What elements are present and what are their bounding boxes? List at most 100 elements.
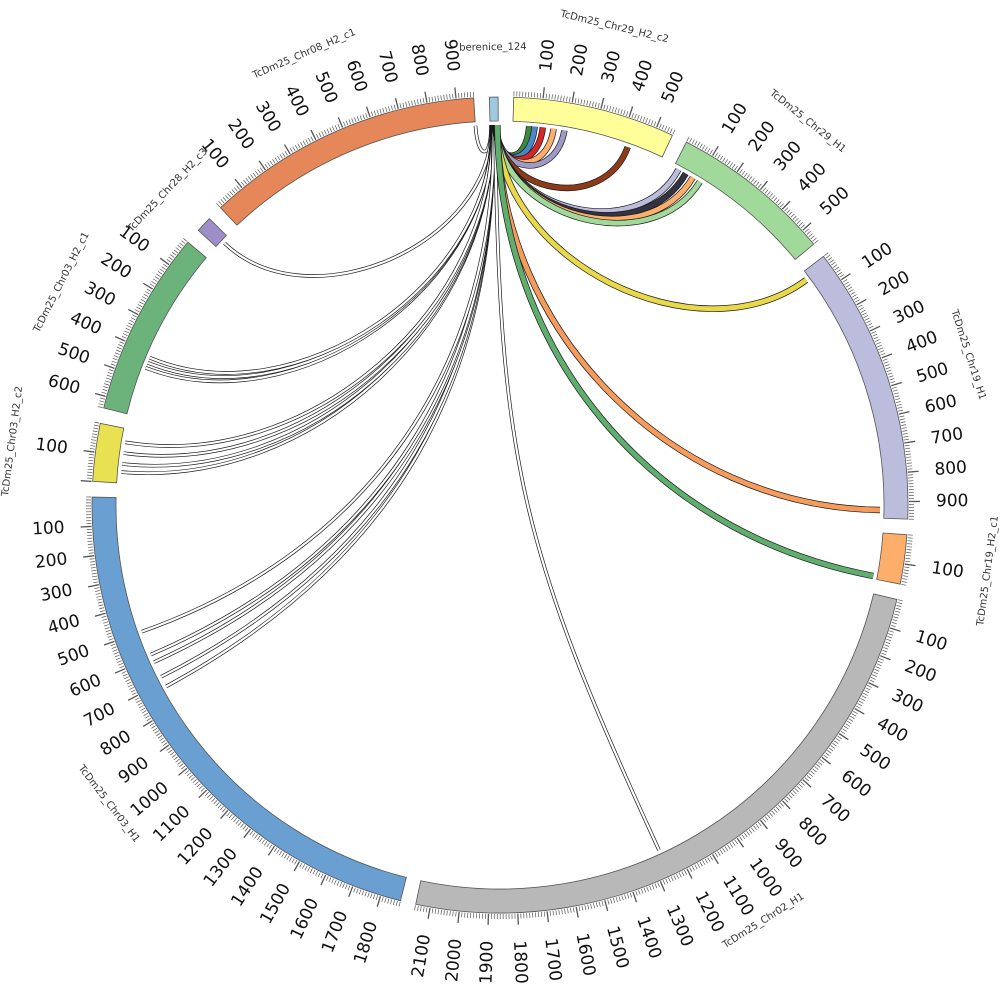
minor-tick: [122, 671, 127, 673]
minor-tick: [91, 570, 96, 571]
minor-tick: [673, 130, 675, 135]
minor-tick: [352, 118, 354, 123]
major-tick: [890, 628, 900, 631]
minor-tick: [420, 99, 421, 104]
minor-tick: [302, 864, 304, 868]
minor-tick: [772, 811, 775, 815]
minor-tick: [201, 788, 205, 791]
tick-label: 400: [46, 611, 83, 639]
minor-tick: [337, 881, 339, 886]
tick-label: 400: [67, 308, 105, 339]
minor-tick: [616, 897, 617, 902]
minor-tick: [785, 208, 788, 212]
minor-tick: [575, 98, 576, 103]
minor-tick: [739, 169, 742, 173]
minor-tick: [903, 436, 908, 437]
minor-tick: [643, 117, 645, 122]
minor-tick: [172, 252, 176, 255]
minor-tick: [393, 900, 394, 905]
minor-tick: [789, 212, 793, 216]
minor-tick: [117, 347, 122, 349]
tick-label: 300: [39, 580, 75, 606]
minor-tick: [112, 361, 117, 363]
minor-tick: [671, 876, 673, 881]
minor-tick: [836, 270, 840, 273]
tick-label: 300: [890, 297, 928, 329]
minor-tick: [174, 757, 178, 760]
minor-tick: [825, 753, 829, 756]
minor-tick: [896, 605, 901, 606]
minor-tick: [889, 376, 894, 378]
minor-tick: [238, 822, 241, 826]
minor-tick: [92, 573, 97, 574]
minor-tick: [176, 248, 180, 251]
minor-tick: [787, 797, 791, 801]
minor-tick: [546, 94, 547, 99]
major-tick: [713, 854, 719, 863]
minor-tick: [744, 173, 747, 177]
minor-tick: [858, 703, 862, 705]
segment-tcdm25-chr28-h2-c3: [198, 219, 226, 247]
minor-tick: [730, 163, 733, 167]
link-outline: [154, 125, 493, 662]
minor-tick: [91, 567, 96, 568]
minor-tick: [181, 766, 185, 769]
minor-tick: [904, 570, 909, 571]
minor-tick: [769, 813, 772, 817]
minor-tick: [662, 125, 664, 130]
minor-tick: [636, 891, 638, 896]
minor-tick: [145, 716, 149, 719]
minor-tick: [152, 281, 156, 284]
minor-tick: [897, 404, 902, 405]
minor-tick: [107, 375, 112, 377]
minor-tick: [156, 274, 160, 277]
minor-tick: [136, 307, 140, 309]
minor-tick: [625, 895, 627, 900]
major-tick: [455, 87, 456, 98]
minor-tick: [718, 851, 721, 855]
minor-tick: [901, 425, 906, 426]
minor-tick: [871, 331, 876, 333]
minor-tick: [453, 911, 454, 916]
major-tick: [629, 106, 632, 116]
minor-tick: [293, 147, 296, 151]
minor-tick: [865, 318, 869, 320]
minor-tick: [754, 180, 757, 184]
minor-tick: [144, 713, 148, 716]
minor-tick: [150, 284, 154, 287]
major-tick: [782, 801, 790, 809]
minor-tick: [758, 822, 761, 826]
minor-tick: [612, 107, 613, 112]
minor-tick: [326, 876, 328, 881]
minor-tick: [888, 373, 893, 375]
minor-tick: [842, 729, 846, 732]
minor-tick: [179, 764, 183, 767]
minor-tick: [569, 97, 570, 102]
segments-layer: [92, 97, 908, 913]
minor-tick: [403, 103, 404, 108]
tick-label: 1200: [690, 888, 728, 936]
minor-tick: [659, 124, 661, 129]
minor-tick: [879, 658, 884, 660]
minor-tick: [99, 605, 104, 606]
minor-tick: [99, 401, 104, 402]
tick-label: 1200: [174, 824, 218, 870]
minor-tick: [282, 153, 285, 157]
minor-tick: [95, 588, 100, 589]
minor-tick: [708, 857, 711, 861]
minor-tick: [168, 750, 172, 753]
major-tick: [760, 181, 767, 189]
tick-label: 500: [658, 68, 689, 106]
minor-tick: [308, 867, 310, 871]
minor-tick: [124, 677, 129, 679]
minor-tick: [901, 584, 906, 585]
minor-tick: [162, 267, 166, 270]
minor-tick: [902, 579, 907, 580]
minor-tick: [92, 576, 97, 577]
minor-tick: [290, 148, 293, 152]
minor-tick: [791, 214, 795, 218]
minor-tick: [649, 886, 651, 891]
tick-label: 900: [440, 38, 463, 72]
minor-tick: [223, 197, 226, 201]
minor-tick: [354, 888, 356, 893]
